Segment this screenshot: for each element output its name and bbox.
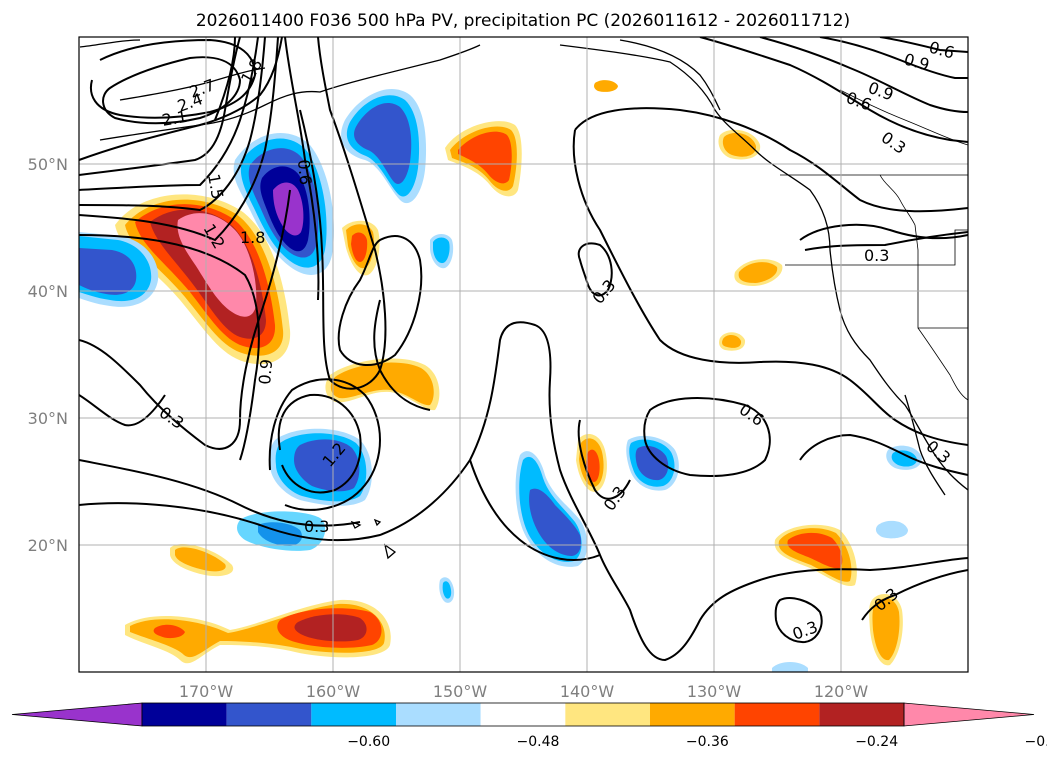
colorbar-swatch <box>650 703 735 726</box>
colorbar-swatch <box>819 703 904 726</box>
colorbar-swatch <box>903 702 1035 727</box>
colorbar-swatch <box>142 703 227 726</box>
map-frame <box>78 36 969 673</box>
figure-title: 2026011400 F036 500 hPa PV, precipitatio… <box>196 11 850 31</box>
colorbar-tick-labels: −0.60−0.48−0.36−0.24−0.120.120.240.360.4… <box>347 734 1047 750</box>
colorbar-tick-label: −0.36 <box>686 734 729 750</box>
colorbar-tick-label: −0.60 <box>347 734 390 750</box>
lon-label-120w: 120°W <box>814 682 869 701</box>
lat-tick-labels: 20°N 30°N 40°N 50°N <box>28 155 68 555</box>
pv-contours <box>79 37 968 662</box>
colorbar-swatch <box>734 703 820 726</box>
lat-label-50n: 50°N <box>28 155 68 174</box>
colorbar-frame <box>141 702 905 727</box>
colorbar-swatch <box>480 703 566 726</box>
lon-tick-labels: 170°W 160°W 150°W 140°W 130°W 120°W <box>179 682 869 701</box>
colorbar-swatch <box>311 703 396 726</box>
lat-label-30n: 30°N <box>28 409 68 428</box>
lon-label-130w: 130°W <box>687 682 742 701</box>
contour-label: 0.6 <box>294 159 315 186</box>
lat-label-40n: 40°N <box>28 282 68 301</box>
graticule <box>79 37 968 672</box>
lon-label-160w: 160°W <box>306 682 361 701</box>
colorbar-swatch <box>11 702 143 727</box>
colorbar-tick-label: −0.48 <box>517 734 560 750</box>
colorbar: −0.60−0.48−0.36−0.24−0.120.120.240.360.4… <box>11 702 1047 750</box>
colorbar-swatches <box>11 702 1035 727</box>
colorbar-swatch <box>226 703 312 726</box>
map-panel: 2.7 2.4 2.1 1.8 1.5 1.2 1.8 0.6 0.9 0.3 … <box>28 36 969 701</box>
contour-label: 0.9 <box>255 358 276 385</box>
colorbar-swatch <box>565 703 650 726</box>
contour-label: 2.1 <box>160 107 188 130</box>
colorbar-swatch <box>396 703 481 726</box>
lat-label-20n: 20°N <box>28 536 68 555</box>
lon-label-150w: 150°W <box>433 682 488 701</box>
contour-label: 1.5 <box>204 172 227 200</box>
lon-label-140w: 140°W <box>560 682 615 701</box>
lon-label-170w: 170°W <box>179 682 234 701</box>
contour-label: 0.3 <box>864 246 889 265</box>
colorbar-tick-label: −0.24 <box>855 734 898 750</box>
colorbar-tick-label: −0.12 <box>1025 734 1047 750</box>
contour-label: 0.3 <box>304 517 329 536</box>
contour-label: 1.8 <box>240 228 265 247</box>
coastlines <box>79 39 968 560</box>
